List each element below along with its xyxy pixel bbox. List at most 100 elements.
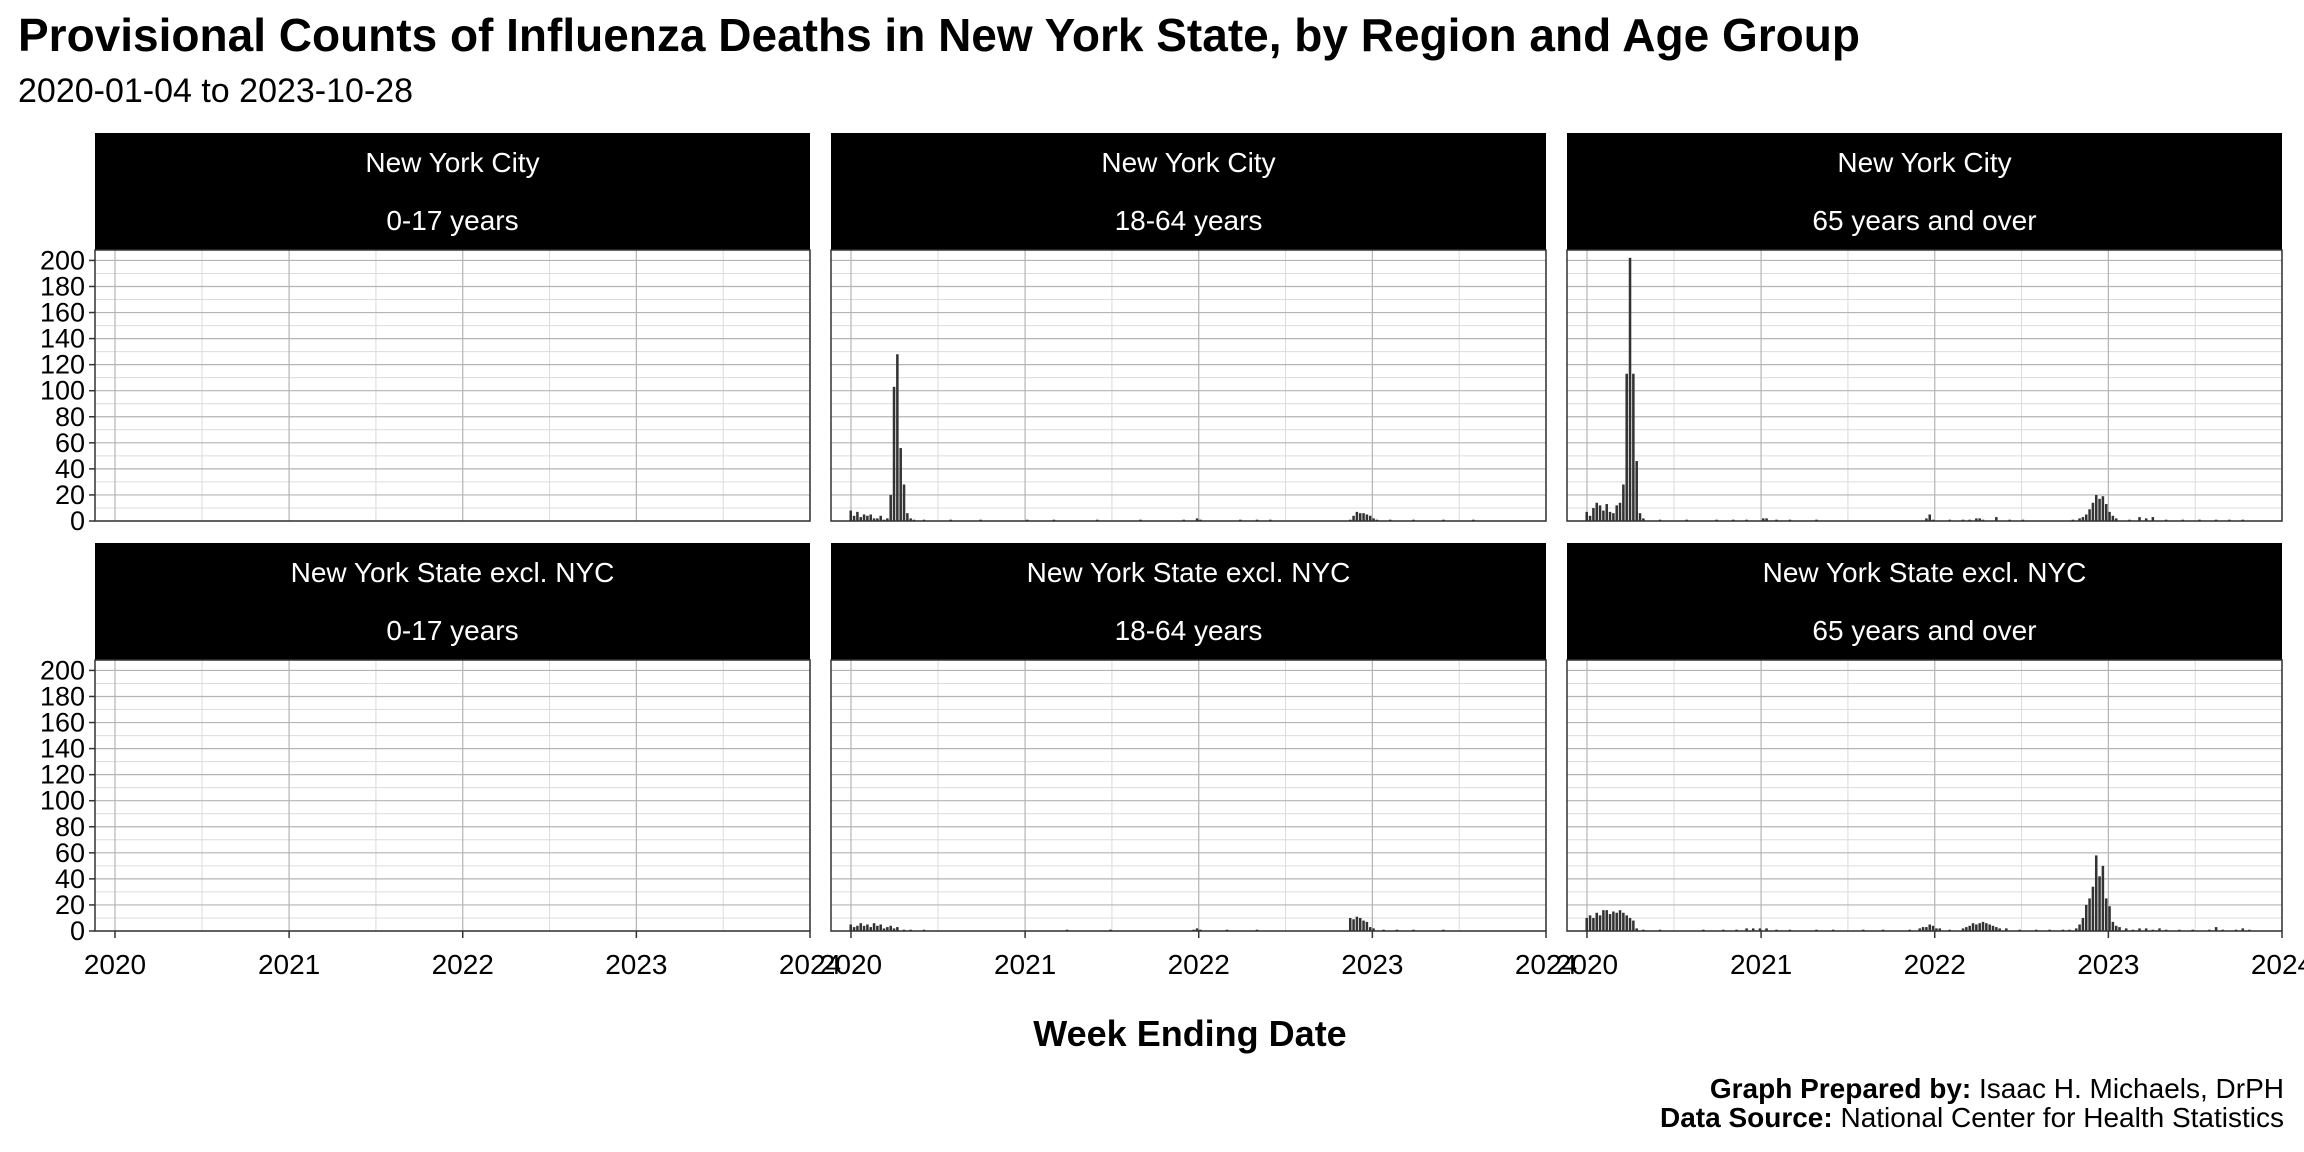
x-tick-label: 2023 bbox=[1341, 949, 1403, 980]
y-tick-label: 120 bbox=[40, 760, 85, 790]
panel-5: New York State excl. NYC 18-64 years 2020 2… bbox=[820, 543, 1577, 980]
bar bbox=[1638, 513, 1642, 521]
x-tick-label: 2020 bbox=[84, 949, 146, 980]
y-tick-label: 40 bbox=[55, 454, 85, 484]
bar bbox=[2241, 928, 2245, 931]
facet-strip bbox=[831, 543, 1546, 660]
chart-title: Provisional Counts of Influenza Deaths i… bbox=[18, 9, 1860, 61]
bar bbox=[2091, 886, 2095, 931]
y-tick-label: 100 bbox=[40, 786, 85, 816]
bar bbox=[1928, 924, 1931, 931]
caption-source-label: Data Source: bbox=[1659, 1102, 1833, 1133]
bar bbox=[2138, 517, 2141, 521]
bar bbox=[2114, 925, 2118, 931]
x-tick-label: 2020 bbox=[1556, 949, 1618, 980]
bar bbox=[902, 484, 906, 521]
bar bbox=[1372, 518, 1375, 521]
bar bbox=[886, 518, 889, 521]
bar bbox=[879, 924, 882, 931]
y-tick-label: 40 bbox=[55, 864, 85, 894]
bar bbox=[1608, 511, 1612, 521]
bar bbox=[1355, 916, 1359, 931]
y-tick-label: 200 bbox=[40, 245, 85, 275]
bar bbox=[2138, 928, 2141, 931]
bar bbox=[1991, 925, 1995, 931]
bar bbox=[1602, 510, 1605, 521]
bar bbox=[1745, 928, 1748, 931]
facet-age-label: 0-17 years bbox=[386, 615, 518, 646]
bar bbox=[2088, 509, 2091, 521]
bar bbox=[1978, 923, 1981, 931]
panel-4: New York State excl. NYC 0-17 years 020406… bbox=[40, 543, 841, 980]
facet-age-label: 18-64 years bbox=[1115, 615, 1263, 646]
bar bbox=[2144, 928, 2148, 931]
bar bbox=[876, 925, 879, 931]
bar bbox=[1971, 923, 1975, 931]
y-tick-label: 160 bbox=[40, 708, 85, 738]
bar bbox=[2084, 514, 2088, 521]
bar bbox=[2101, 496, 2105, 521]
facet-region-label: New York State excl. NYC bbox=[1027, 557, 1351, 588]
bar bbox=[1765, 518, 1768, 521]
bar bbox=[1585, 917, 1589, 931]
caption-prepared-by: Graph Prepared by: Isaac H. Michaels, Dr… bbox=[1710, 1073, 2284, 1105]
bar bbox=[2088, 898, 2091, 931]
bar bbox=[1925, 927, 1928, 931]
bar bbox=[1765, 928, 1768, 931]
y-tick-label: 100 bbox=[40, 376, 85, 406]
bar bbox=[869, 514, 872, 521]
bar bbox=[856, 925, 859, 931]
bar bbox=[2074, 928, 2078, 931]
bar bbox=[2108, 906, 2111, 931]
bar bbox=[896, 354, 899, 521]
bar bbox=[2101, 865, 2105, 931]
bar bbox=[2104, 504, 2108, 521]
facet-strip bbox=[1567, 543, 2282, 660]
panel-border bbox=[1566, 659, 2283, 932]
bar bbox=[1995, 927, 1998, 931]
bar bbox=[882, 928, 886, 931]
bar bbox=[859, 923, 862, 931]
bar bbox=[1362, 920, 1365, 931]
facet-region-label: New York City bbox=[1101, 147, 1275, 178]
facet-region-label: New York City bbox=[365, 147, 539, 178]
facet-age-label: 65 years and over bbox=[1812, 205, 2036, 236]
bar bbox=[2111, 515, 2115, 521]
bar bbox=[2118, 927, 2121, 931]
bar bbox=[2111, 921, 2115, 931]
bar bbox=[1628, 257, 1632, 521]
bar bbox=[862, 514, 866, 521]
bar bbox=[1928, 514, 1931, 521]
facet-region-label: New York State excl. NYC bbox=[291, 557, 615, 588]
x-tick-label: 2021 bbox=[258, 949, 320, 980]
bar bbox=[2158, 928, 2161, 931]
bar bbox=[1368, 927, 1372, 931]
bar bbox=[2081, 917, 2085, 931]
bar bbox=[909, 518, 912, 521]
caption-source-value: National Center for Health Statistics bbox=[1832, 1102, 2284, 1133]
bar bbox=[1995, 517, 1998, 521]
bar bbox=[859, 517, 862, 521]
bar bbox=[1365, 514, 1369, 521]
panel-2: New York City 18-64 years bbox=[830, 133, 1547, 522]
bar bbox=[852, 927, 856, 931]
caption-prepared-label: Graph Prepared by: bbox=[1709, 1073, 1972, 1104]
facet-region-label: New York City bbox=[1837, 147, 2011, 178]
bar bbox=[1758, 928, 1762, 931]
x-tick-label: 2024 bbox=[2251, 949, 2304, 980]
bar bbox=[866, 924, 869, 931]
bar bbox=[896, 927, 899, 931]
bar bbox=[899, 448, 902, 521]
bar bbox=[1588, 515, 1592, 521]
x-tick-label: 2022 bbox=[1904, 949, 1966, 980]
panel-1: New York City 0-17 years 02040608010012014… bbox=[40, 133, 811, 536]
bar bbox=[1352, 515, 1355, 521]
facet-age-label: 65 years and over bbox=[1812, 615, 2036, 646]
bar bbox=[1585, 511, 1589, 521]
y-tick-label: 60 bbox=[55, 838, 85, 868]
bar bbox=[1598, 915, 1602, 931]
bar bbox=[1588, 915, 1592, 931]
bar bbox=[1608, 914, 1612, 931]
bar bbox=[2091, 502, 2095, 521]
bar bbox=[1372, 928, 1375, 931]
